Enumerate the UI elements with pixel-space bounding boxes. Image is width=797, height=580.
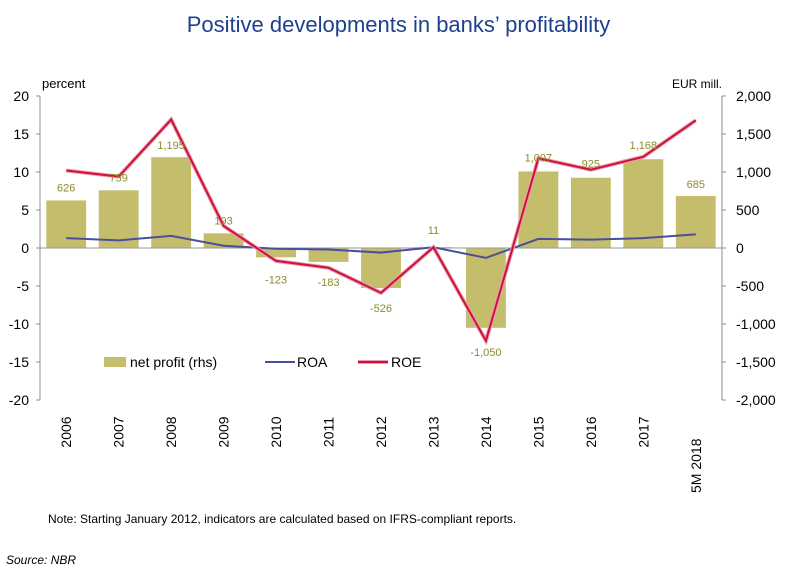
bar bbox=[623, 159, 664, 248]
left-tick-label: -10 bbox=[9, 316, 29, 332]
category-label: 2011 bbox=[321, 417, 337, 447]
bar-data-label: -1,050 bbox=[470, 347, 501, 359]
bar bbox=[675, 195, 716, 248]
left-tick-label: -5 bbox=[17, 278, 30, 294]
bar-data-label: -183 bbox=[318, 277, 340, 289]
bar bbox=[151, 157, 192, 248]
footnote: Note: Starting January 2012, indicators … bbox=[48, 512, 517, 526]
axes-layer: 20151050-5-10-15-202,0001,5001,0005000-5… bbox=[9, 76, 776, 493]
category-label: 2007 bbox=[111, 416, 127, 447]
right-tick-label: 500 bbox=[736, 202, 760, 218]
right-tick-label: -1,500 bbox=[736, 354, 776, 370]
lines-layer bbox=[66, 116, 697, 346]
bar-data-label: 1,168 bbox=[630, 140, 658, 152]
bar-data-label: 759 bbox=[110, 172, 128, 184]
left-tick-label: -20 bbox=[9, 392, 29, 408]
right-tick-label: 1,500 bbox=[736, 126, 771, 142]
left-tick-label: 10 bbox=[13, 164, 29, 180]
left-axis-label: percent bbox=[42, 76, 86, 91]
bar-data-label: 1,007 bbox=[525, 152, 553, 164]
category-label: 2016 bbox=[583, 416, 599, 447]
category-label: 2010 bbox=[268, 416, 284, 447]
category-label: 2012 bbox=[373, 416, 389, 447]
left-tick-label: 0 bbox=[21, 240, 29, 256]
right-axis-label: EUR mill. bbox=[672, 77, 722, 91]
right-tick-label: -2,000 bbox=[736, 392, 776, 408]
right-tick-label: -500 bbox=[736, 278, 764, 294]
legend-label-net-profit: net profit (rhs) bbox=[130, 354, 217, 370]
category-label: 2017 bbox=[635, 416, 651, 447]
left-tick-label: 20 bbox=[13, 88, 29, 104]
bar-data-label: 925 bbox=[582, 159, 600, 171]
category-label: 5M 2018 bbox=[688, 438, 704, 493]
bar-data-label: 1,195 bbox=[157, 140, 185, 152]
right-tick-label: 2,000 bbox=[736, 88, 771, 104]
bar-data-label: -526 bbox=[370, 303, 392, 315]
right-tick-label: 0 bbox=[736, 240, 744, 256]
legend: net profit (rhs) ROA ROE bbox=[104, 354, 421, 370]
chart-title: Positive developments in banks’ profitab… bbox=[186, 12, 611, 37]
category-label: 2013 bbox=[425, 416, 441, 447]
legend-label-roa: ROA bbox=[297, 354, 328, 370]
category-label: 2014 bbox=[478, 416, 494, 447]
left-tick-label: 15 bbox=[13, 126, 29, 142]
category-label: 2015 bbox=[530, 416, 546, 447]
bars-layer bbox=[46, 157, 716, 328]
category-label: 2006 bbox=[58, 416, 74, 447]
category-label: 2008 bbox=[163, 416, 179, 447]
bar bbox=[46, 200, 87, 248]
right-tick-label: -1,000 bbox=[736, 316, 776, 332]
bar-data-label: 11 bbox=[428, 225, 439, 237]
category-label: 2009 bbox=[216, 416, 232, 447]
legend-swatch-net-profit bbox=[104, 357, 126, 367]
legend-label-roe: ROE bbox=[391, 354, 421, 370]
bar-data-label: 193 bbox=[214, 215, 232, 227]
left-tick-label: -15 bbox=[9, 354, 29, 370]
source-note: Source: NBR bbox=[6, 553, 77, 567]
bar-labels-layer: 626 759 1,195 193 -123 -183 -526 11 -1,050 1,007 9… bbox=[57, 140, 705, 359]
bar bbox=[308, 248, 349, 262]
left-tick-label: 5 bbox=[21, 202, 29, 218]
right-tick-label: 1,000 bbox=[736, 164, 771, 180]
bar bbox=[256, 248, 297, 258]
bar-data-label: 626 bbox=[57, 182, 75, 194]
bar-data-label: 685 bbox=[687, 179, 705, 191]
bar-data-label: -123 bbox=[265, 274, 287, 286]
bar bbox=[570, 177, 611, 248]
